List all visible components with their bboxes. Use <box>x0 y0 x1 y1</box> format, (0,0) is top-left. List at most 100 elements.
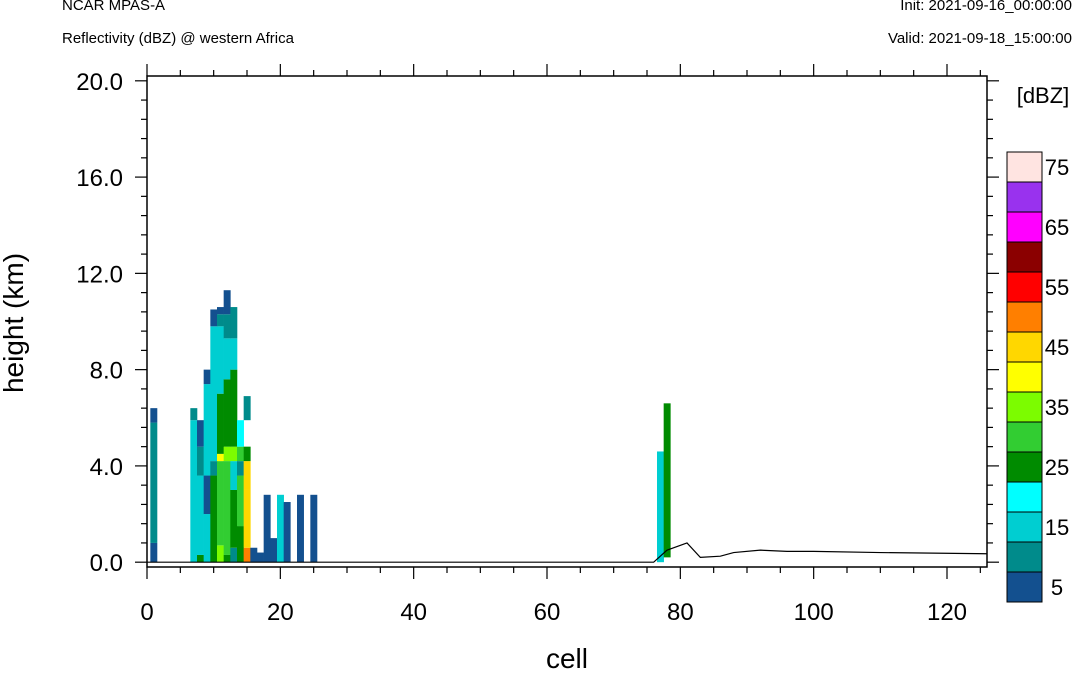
reflectivity-cell <box>237 475 244 527</box>
colorbar-swatch <box>1007 242 1042 272</box>
reflectivity-cell <box>190 408 198 421</box>
colorbar: 5 15 25 35 45 55 65 75 <box>1006 151 1069 603</box>
reflectivity-cell <box>223 379 231 447</box>
reflectivity-cell <box>217 393 224 454</box>
colorbar-label: 45 <box>1045 335 1069 360</box>
reflectivity-cell <box>263 494 271 563</box>
reflectivity-cell <box>243 396 251 421</box>
reflectivity-cell <box>223 461 231 555</box>
x-tick-label: 20 <box>267 599 294 626</box>
reflectivity-cell <box>203 369 211 385</box>
reflectivity-cell <box>223 338 231 380</box>
reflectivity-cells <box>150 290 671 563</box>
colorbar-border <box>1006 151 1043 603</box>
reflectivity-cell <box>297 494 304 563</box>
reflectivity-cell <box>150 422 158 543</box>
reflectivity-cell <box>190 420 198 563</box>
reflectivity-cell <box>217 461 224 546</box>
reflectivity-cell <box>230 547 238 563</box>
colorbar-label: 65 <box>1045 215 1069 240</box>
reflectivity-cell <box>243 461 251 490</box>
reflectivity-cell <box>310 494 318 563</box>
reflectivity-cell <box>237 446 244 462</box>
reflectivity-cell <box>230 338 238 370</box>
colorbar-swatch <box>1007 362 1042 392</box>
x-tick-label: 120 <box>927 599 967 626</box>
colorbar-swatch <box>1007 212 1042 242</box>
x-tick-label: 0 <box>140 599 153 626</box>
reflectivity-cell <box>217 453 224 462</box>
x-tick-label: 60 <box>534 599 561 626</box>
colorbar-swatch <box>1007 422 1042 452</box>
reflectivity-cell <box>203 514 211 563</box>
y-tick-label: 0.0 <box>90 550 123 577</box>
reflectivity-cell <box>283 502 291 563</box>
colorbar-unit: [dBZ] <box>1017 83 1070 108</box>
colorbar-swatch <box>1007 512 1042 542</box>
reflectivity-cell <box>257 552 264 563</box>
reflectivity-cell <box>223 290 231 315</box>
reflectivity-cell <box>203 475 211 515</box>
reflectivity-cell <box>210 461 218 476</box>
colorbar-label: 15 <box>1045 515 1069 540</box>
y-tick-label: 8.0 <box>90 358 123 385</box>
colorbar-label: 5 <box>1051 575 1063 600</box>
colorbar-swatch <box>1007 452 1042 482</box>
reflectivity-cell <box>663 403 671 558</box>
reflectivity-cell <box>237 461 244 476</box>
y-tick-label: 12.0 <box>76 261 123 288</box>
plot-border <box>146 75 988 568</box>
reflectivity-cell <box>217 307 224 315</box>
colorbar-swatch <box>1007 542 1042 572</box>
x-tick-label: 100 <box>794 599 834 626</box>
terrain-line <box>147 542 988 563</box>
reflectivity-cell <box>223 446 231 462</box>
reflectivity-cell <box>223 554 231 563</box>
reflectivity-cell <box>270 538 278 563</box>
x-tick-label: 40 <box>400 599 427 626</box>
colorbar-swatch <box>1007 302 1042 332</box>
reflectivity-cell <box>197 554 204 563</box>
reflectivity-cell <box>197 420 204 447</box>
y-tick-label: 4.0 <box>90 454 123 481</box>
model-title: NCAR MPAS-A <box>62 0 166 14</box>
reflectivity-cell <box>150 408 158 423</box>
reflectivity-cell <box>223 314 231 339</box>
colorbar-label: 55 <box>1045 275 1069 300</box>
colorbar-swatch <box>1007 272 1042 302</box>
y-tick-label: 16.0 <box>76 165 123 192</box>
reflectivity-cell <box>237 526 244 563</box>
reflectivity-cell <box>217 314 224 327</box>
x-tick-label: 80 <box>667 599 694 626</box>
reflectivity-cell <box>237 420 244 447</box>
reflectivity-cell <box>230 307 238 339</box>
reflectivity-cell <box>210 475 218 563</box>
colorbar-swatch <box>1007 182 1042 212</box>
y-axis-title: height (km) <box>0 253 29 393</box>
colorbar-label: 25 <box>1045 455 1069 480</box>
axis-ticks: 0 20 40 60 80 100 120 0.0 4.0 8.0 12.0 16.0 20.0 <box>76 64 999 626</box>
x-axis-title: cell <box>546 643 588 674</box>
reflectivity-cell <box>243 446 251 462</box>
colorbar-swatch <box>1007 392 1042 422</box>
reflectivity-cell <box>210 326 218 462</box>
reflectivity-cell <box>210 309 218 327</box>
reflectivity-cell <box>217 545 224 563</box>
valid-time: Valid: 2021-09-18_15:00:00 <box>887 30 1072 47</box>
reflectivity-cell <box>197 446 204 476</box>
plot-frame <box>146 75 988 568</box>
reflectivity-cell <box>197 475 204 555</box>
reflectivity-cell <box>230 369 238 447</box>
reflectivity-cell <box>203 384 211 476</box>
reflectivity-cell <box>230 461 238 490</box>
y-tick-label: 20.0 <box>76 69 123 96</box>
reflectivity-cell <box>230 446 238 462</box>
reflectivity-cell <box>230 489 238 548</box>
reflectivity-cell <box>250 547 258 563</box>
colorbar-label: 35 <box>1045 395 1069 420</box>
reflectivity-cell <box>243 489 251 548</box>
reflectivity-cell <box>277 494 284 563</box>
colorbar-label: 75 <box>1045 155 1069 180</box>
field-subtitle: Reflectivity (dBZ) @ western Africa <box>62 30 294 47</box>
